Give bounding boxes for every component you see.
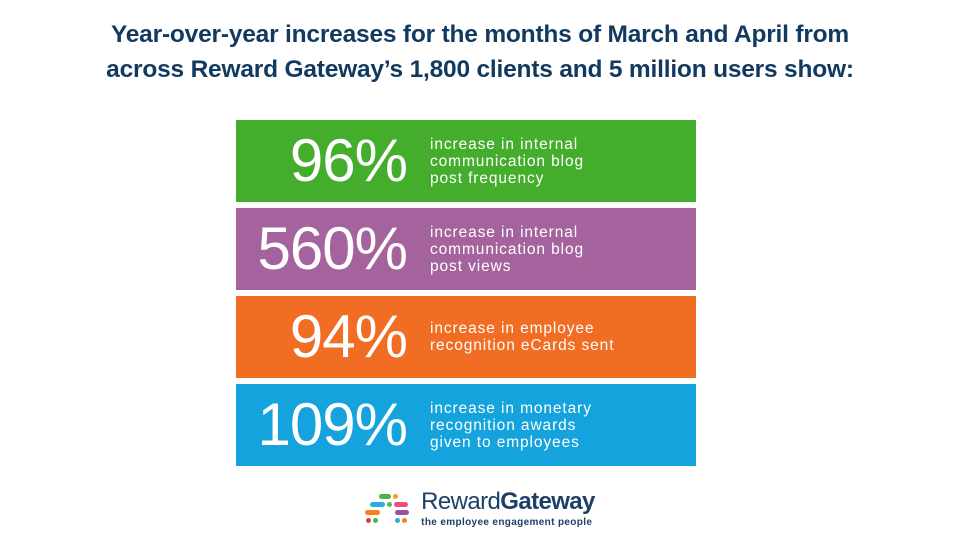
- logo-dot-icon: [366, 517, 372, 523]
- brand-name: RewardGateway: [421, 488, 595, 515]
- logo-dot-icon: [395, 517, 401, 523]
- reward-gateway-logo: RewardGateway the employee engagement pe…: [0, 488, 960, 529]
- logo-pill-icon: [395, 509, 410, 515]
- stat-description: increase in monetary recognition awards …: [430, 399, 592, 451]
- stat-description: increase in internal communication blog …: [430, 223, 585, 275]
- stat-value: 560%: [257, 215, 408, 282]
- logo-text-block: RewardGateway the employee engagement pe…: [421, 488, 595, 529]
- logo-dot-icon: [393, 493, 399, 499]
- brand-name-gateway: Gateway: [500, 488, 595, 515]
- logo-pill-icon: [370, 501, 386, 507]
- logo-dot-icon: [387, 501, 393, 507]
- stat-value: 96%: [289, 127, 408, 194]
- stat-row-blog-post-views: 560% increase in internal communication …: [236, 208, 696, 290]
- stat-row-monetary-awards: 109% increase in monetary recognition aw…: [236, 384, 696, 466]
- logo-dot-icon: [373, 517, 379, 523]
- stat-row-blog-post-frequency: 96% increase in internal communication b…: [236, 120, 696, 202]
- logo-pill-icon: [379, 493, 392, 499]
- stat-row-ecards-sent: 94% increase in employee recognition eCa…: [236, 296, 696, 378]
- logo-arch-icon: [365, 493, 410, 524]
- page-title: Year-over-year increases for the months …: [106, 21, 854, 83]
- stat-description: increase in employee recognition eCards …: [430, 320, 615, 354]
- logo-pill-icon: [365, 509, 381, 515]
- stat-value: 94%: [289, 303, 408, 370]
- stat-value: 109%: [257, 391, 408, 458]
- logo-dot-icon: [402, 517, 408, 523]
- stat-description: increase in internal communication blog …: [430, 135, 585, 187]
- brand-name-reward: Reward: [421, 488, 501, 515]
- brand-tagline: the employee engagement people: [421, 517, 593, 529]
- stats-list: 96% increase in internal communication b…: [236, 120, 696, 466]
- logo-pill-icon: [394, 501, 409, 507]
